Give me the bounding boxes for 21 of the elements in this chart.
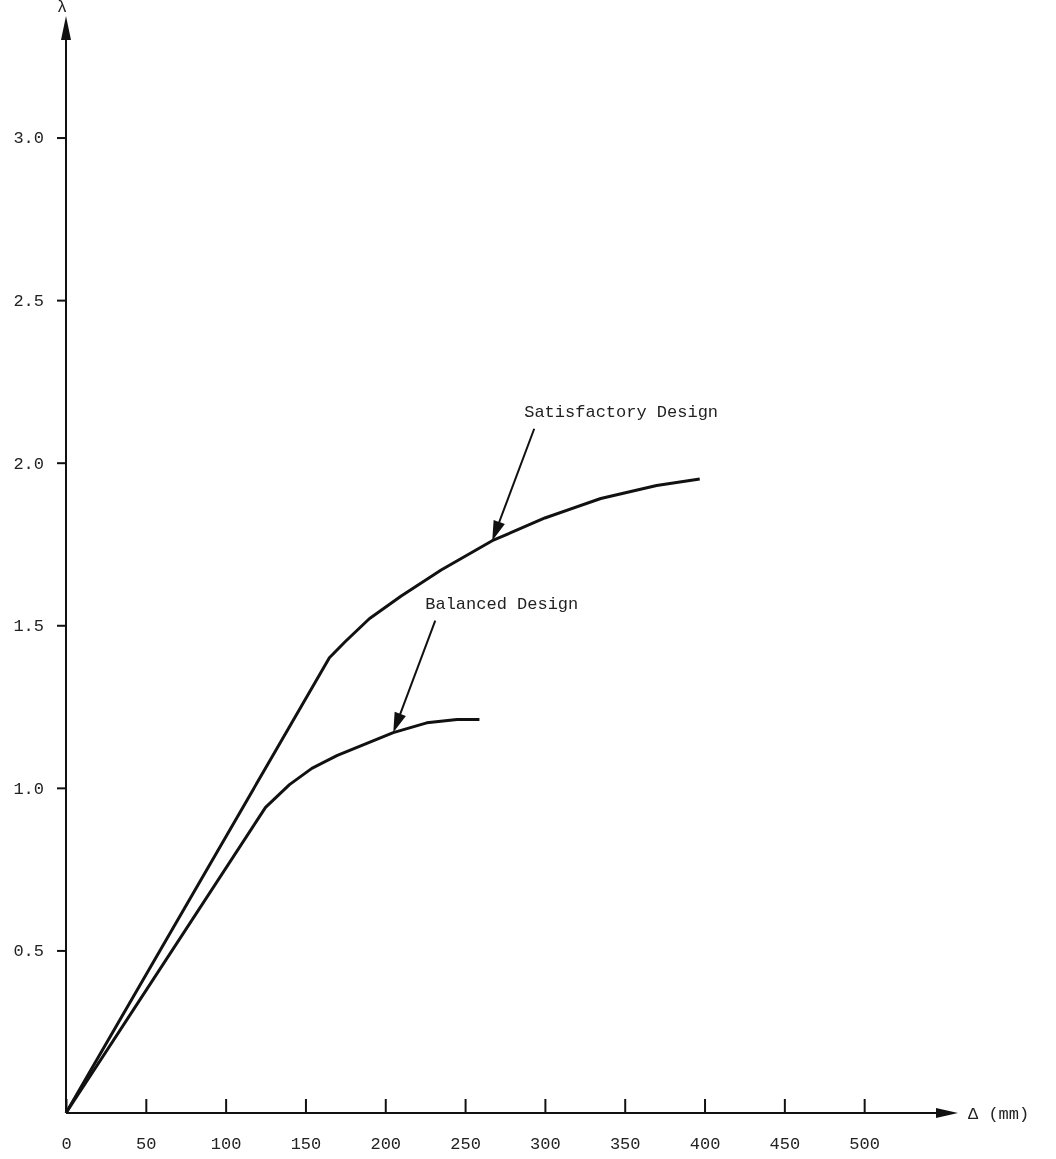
x-tick-label: 300	[530, 1135, 561, 1155]
y-tick-label: 1.5	[13, 617, 44, 637]
x-tick-label: 500	[849, 1135, 880, 1155]
x-tick-label: 200	[370, 1135, 402, 1155]
x-tick-label: 350	[609, 1135, 641, 1155]
y-tick-label: 3.0	[13, 129, 44, 149]
x-tick-label: 400	[689, 1135, 721, 1155]
y-axis-title: λ	[56, 0, 68, 17]
x-tick-label: 150	[290, 1135, 322, 1155]
y-tick-label: 1.0	[13, 779, 44, 799]
annotation: Satisfactory Design	[524, 402, 719, 422]
x-tick-label: 0	[61, 1135, 72, 1155]
x-axis-title: Δ (mm)	[968, 1105, 1030, 1124]
x-tick-label: 50	[136, 1135, 157, 1155]
x-tick-label: 100	[210, 1135, 242, 1155]
x-tick-label: 250	[450, 1135, 481, 1155]
y-tick-label: 0.5	[13, 942, 44, 962]
y-tick-label: 2.0	[13, 454, 44, 474]
y-tick-label: 2.5	[13, 292, 44, 312]
x-tick-label: 450	[769, 1135, 801, 1155]
annotation: Balanced Design	[425, 594, 579, 614]
